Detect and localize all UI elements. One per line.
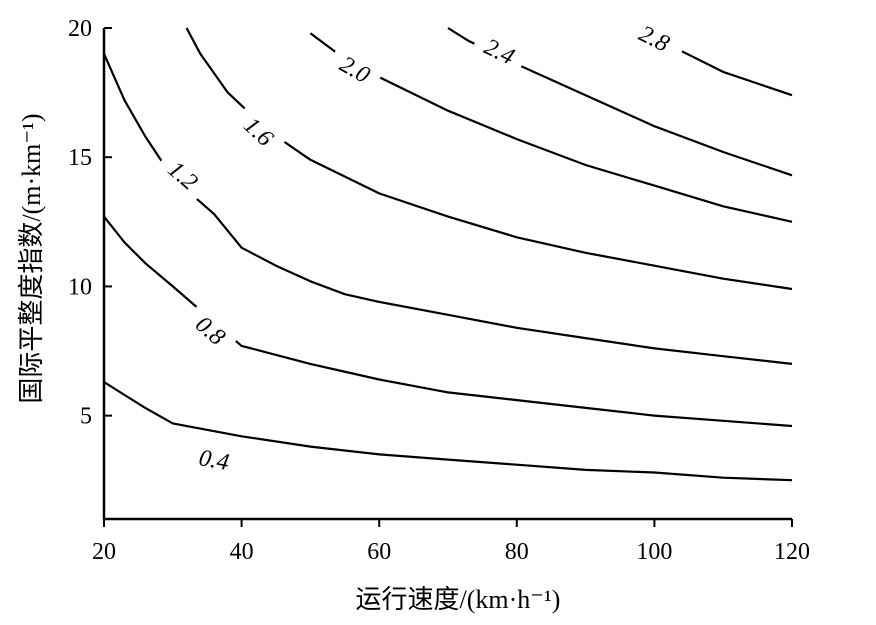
axis-ticks: 20 40 60 80 100 120 5 10 15 20 bbox=[68, 16, 810, 565]
x-tick-label: 20 bbox=[92, 539, 116, 565]
contour-label-2-4: 2.4 bbox=[480, 34, 518, 70]
x-tick-label: 40 bbox=[230, 539, 254, 565]
x-tick-label: 60 bbox=[367, 539, 391, 565]
contour-label-2-8: 2.8 bbox=[635, 21, 673, 58]
contour-label-0-4: 0.4 bbox=[197, 445, 231, 476]
x-tick-label: 120 bbox=[774, 539, 810, 565]
contour-line-2-0 bbox=[309, 32, 793, 223]
x-tick-label: 80 bbox=[505, 539, 529, 565]
y-tick-label: 20 bbox=[68, 16, 92, 42]
axis-titles: 运行速度/(km·h⁻¹) 国际平整度指数/(m·km⁻¹) bbox=[17, 113, 560, 614]
contour-lines bbox=[104, 27, 793, 482]
contour-line-1-6 bbox=[185, 27, 793, 291]
contour-label-2-0: 2.0 bbox=[335, 51, 374, 88]
contour-line-0-8 bbox=[104, 215, 793, 428]
y-tick-label: 15 bbox=[68, 145, 92, 171]
y-tick-label: 5 bbox=[80, 404, 92, 430]
y-tick-label: 10 bbox=[68, 274, 92, 300]
contour-line-1-2 bbox=[104, 53, 793, 365]
contour-label-1-6: 1.6 bbox=[238, 112, 278, 151]
x-tick-label: 100 bbox=[636, 539, 672, 565]
chart-axes bbox=[102, 28, 792, 521]
x-axis-title: 运行速度/(km·h⁻¹) bbox=[356, 585, 561, 614]
contour-label-1-2: 1.2 bbox=[163, 156, 203, 195]
contour-line-0-4 bbox=[104, 381, 793, 482]
y-axis-title: 国际平整度指数/(m·km⁻¹) bbox=[17, 113, 46, 403]
contour-line-2-4 bbox=[447, 27, 793, 177]
contour-label-0-8: 0.8 bbox=[190, 312, 230, 351]
contour-line-2-8 bbox=[681, 50, 793, 97]
contour-labels: 0.4 0.8 1.2 1.6 2.0 2.4 2.8 bbox=[163, 21, 674, 476]
